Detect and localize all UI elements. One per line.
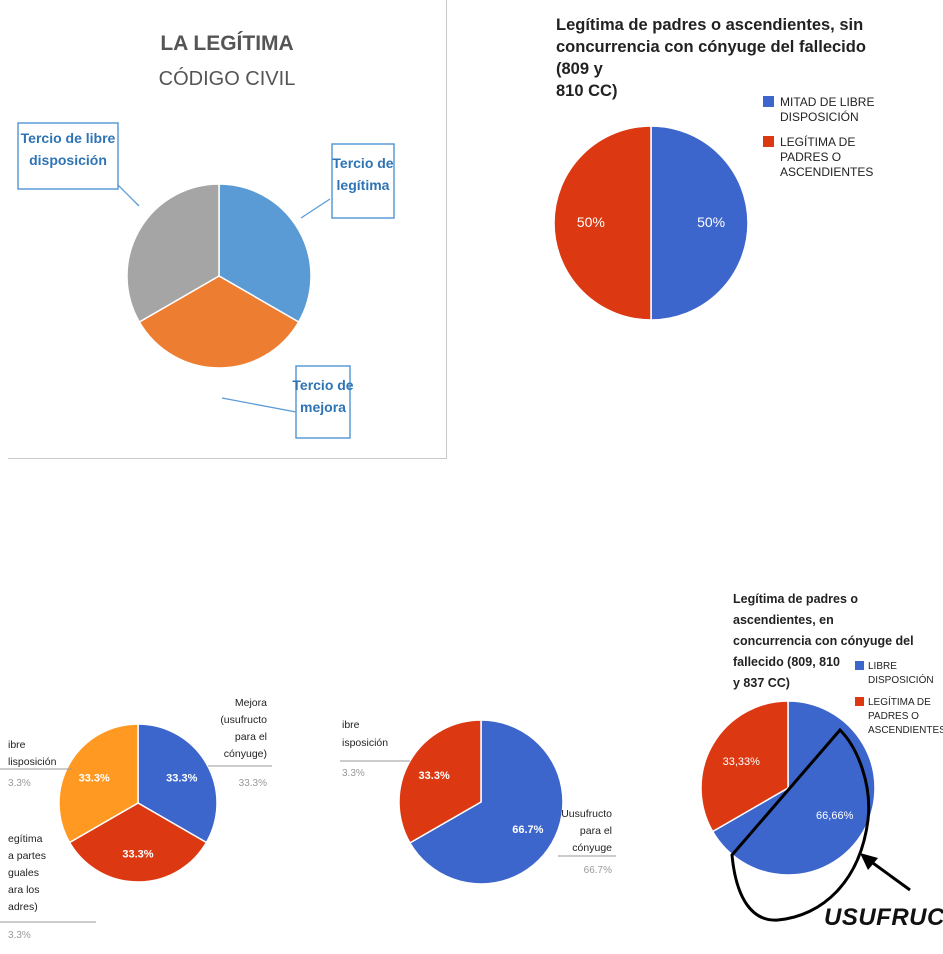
usufructo-annotation: USUFRUCTO bbox=[824, 904, 943, 931]
chart-1-panel: LA LEGÍTIMA CÓDIGO CIVIL bbox=[8, 0, 447, 459]
chart-4-data-label: 33.3% bbox=[419, 770, 450, 782]
chart-1-subtitle: CÓDIGO CIVIL bbox=[158, 68, 296, 90]
chart-3-slice bbox=[58, 723, 139, 844]
chart-1-callout-text: legítima bbox=[337, 177, 390, 193]
chart-4-side-pct: 3.3% bbox=[342, 768, 365, 779]
chart-3-slice bbox=[137, 723, 218, 844]
chart-3-side-pct: 3.3% bbox=[8, 778, 31, 789]
chart-1-slice bbox=[126, 183, 220, 324]
chart-1-callout-box bbox=[295, 365, 351, 439]
chart-3-side-pct: 33.3% bbox=[239, 778, 267, 789]
chart-3-side-label: cónyuge) bbox=[224, 748, 267, 760]
chart-1-callout-text: Tercio de libre bbox=[21, 130, 116, 146]
chart-3-side-label: para el bbox=[235, 731, 267, 743]
chart-5-arrow-head bbox=[860, 853, 878, 870]
chart-1-callout-leader bbox=[300, 198, 331, 219]
chart-2-data-label: 50% bbox=[577, 214, 605, 230]
chart-4-side-label: Uusufructo bbox=[561, 808, 612, 820]
chart-2-slice bbox=[553, 125, 652, 321]
chart-3-side-label: lisposición bbox=[8, 756, 57, 768]
chart-3-data-label: 33.3% bbox=[79, 773, 110, 785]
chart-2-legend-swatch bbox=[763, 96, 774, 107]
chart-3-side-label: guales bbox=[8, 867, 39, 879]
chart-5-usufructo-outline bbox=[730, 727, 871, 922]
chart-4-side-label: para el bbox=[580, 825, 612, 837]
chart-2-legend-label: DISPOSICIÓN bbox=[780, 109, 859, 124]
chart-5-slice bbox=[700, 700, 789, 833]
chart-3-side-label: (usufructo bbox=[220, 714, 267, 726]
chart-2-legend-label: MITAD DE LIBRE bbox=[780, 95, 874, 109]
chart-2-title-line: Legítima de padres o ascendientes, sin bbox=[556, 16, 864, 34]
chart-4-side-label: isposición bbox=[342, 737, 388, 749]
chart-5-legend-label: LEGÍTIMA DE bbox=[868, 695, 931, 708]
chart-4-top-crop bbox=[340, 680, 640, 686]
chart-3-side-label: adres) bbox=[8, 901, 38, 913]
chart-5-data-label: 33,33% bbox=[723, 756, 761, 768]
chart-1-slice bbox=[218, 183, 312, 324]
chart-3-data-label: 33.3% bbox=[166, 773, 197, 785]
chart-2-legend-label: ASCENDIENTES bbox=[780, 165, 873, 179]
chart-1-callout-text: Tercio de bbox=[292, 377, 353, 393]
chart-4-slice bbox=[408, 719, 564, 885]
chart-5-title-line: Legítima de padres o ascendientes, en bbox=[733, 592, 859, 627]
chart-2-legend-label: LEGÍTIMA DE bbox=[780, 134, 855, 149]
chart-4-side-label: ibre bbox=[342, 719, 360, 731]
chart-4-slice bbox=[398, 719, 482, 844]
chart-1-title: LA LEGÍTIMA bbox=[160, 32, 294, 55]
chart-5-legend-label: LIBRE bbox=[868, 661, 897, 672]
chart-2-title-line: concurrencia con cónyuge del fallecido (… bbox=[556, 38, 866, 78]
chart-3-side-label: ibre bbox=[8, 739, 26, 751]
chart-4-side-label: cónyuge bbox=[572, 842, 612, 854]
chart-1-svg: Tercio de legítima Tercio de mejora Tercio d… bbox=[17, 122, 395, 439]
chart-2-legend-swatch bbox=[763, 136, 774, 147]
chart-3-svg: 33.3% 33.3% 33.3% Mejora (usufructo para el có… bbox=[0, 697, 272, 941]
chart-1-callout-box bbox=[17, 122, 119, 190]
chart-2-slice bbox=[650, 125, 749, 321]
chart-5-title-line: concurrencia con cónyuge del fallecido (… bbox=[733, 634, 914, 669]
chart-5-title: Legítima de padres o ascendientes, en co… bbox=[733, 589, 938, 694]
chart-2-data-label: 50% bbox=[697, 214, 725, 230]
chart-3-side-label: a partes bbox=[8, 850, 46, 862]
chart-1-callout-text: Tercio de bbox=[332, 155, 393, 171]
chart-2-legend-label: PADRES O bbox=[780, 150, 841, 164]
chart-1-callout-box bbox=[331, 143, 395, 219]
chart-5-legend-swatch bbox=[855, 661, 864, 670]
chart-3-side-label: egítima bbox=[8, 833, 43, 845]
chart-5-legend-swatch bbox=[855, 697, 864, 706]
chart-1-callout-text: disposición bbox=[29, 152, 107, 168]
chart-2-title-line: 810 CC) bbox=[556, 82, 618, 100]
chart-1-callout-text: mejora bbox=[300, 399, 346, 415]
chart-4-side-pct: 66.7% bbox=[584, 865, 612, 876]
chart-5-title-line: y 837 CC) bbox=[733, 676, 790, 690]
chart-5-legend-label: ASCENDIENTES bbox=[868, 725, 943, 736]
chart-3-slice bbox=[68, 802, 208, 883]
chart-1-slice bbox=[138, 275, 300, 369]
chart-3-side-label: ara los bbox=[8, 884, 40, 896]
chart-4-svg: 66.7% 33.3% Uusufructo para el cónyuge 66.7% i… bbox=[340, 680, 640, 885]
chart-3-data-label: 33.3% bbox=[122, 849, 153, 861]
chart-3-side-label: Mejora bbox=[235, 697, 267, 709]
chart-5-data-label: 66,66% bbox=[816, 810, 854, 822]
chart-5-legend-label: PADRES O bbox=[868, 711, 919, 722]
chart-2-title: Legítima de padres o ascendientes, sin c… bbox=[556, 14, 876, 102]
chart-4-data-label: 66.7% bbox=[512, 824, 543, 836]
chart-3-side-pct: 3.3% bbox=[8, 930, 31, 941]
chart-5-legend-label: DISPOSICIÓN bbox=[868, 673, 934, 686]
chart-1-callout-leader bbox=[221, 397, 297, 413]
